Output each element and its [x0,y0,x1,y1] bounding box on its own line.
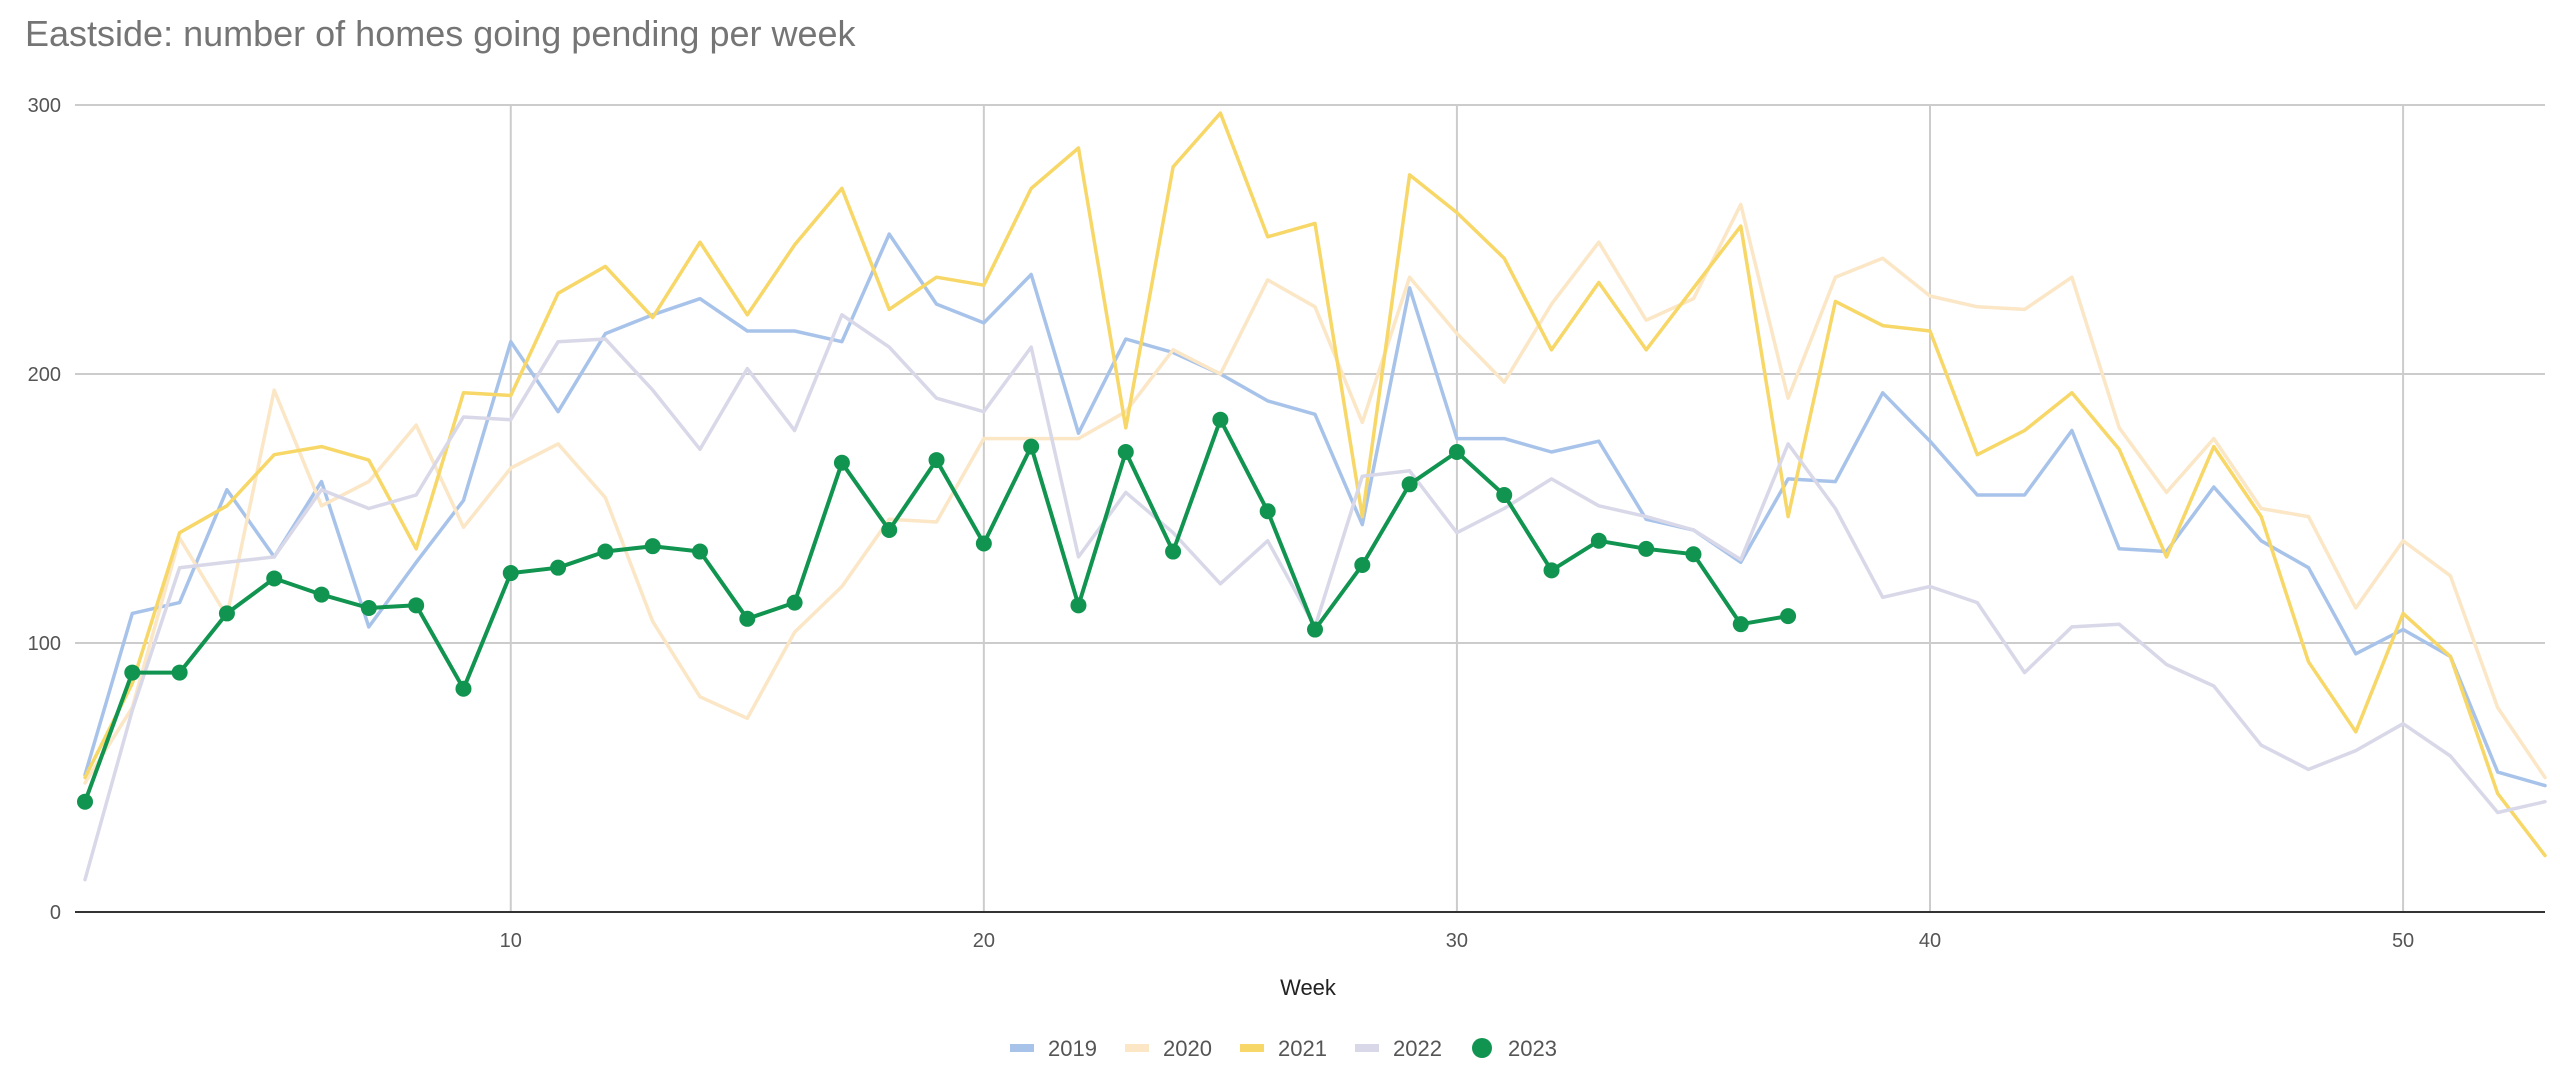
data-point-2023 [1401,476,1418,493]
data-point-2023 [786,594,803,611]
legend-item-2022: 2022 [1355,1036,1442,1061]
data-point-2023 [928,452,945,469]
data-point-2023 [644,538,661,555]
legend-label: 2020 [1163,1036,1212,1061]
data-point-2023 [692,543,708,560]
data-point-2023 [1780,608,1797,625]
series-line-2022 [83,313,2547,882]
data-point-2023 [408,597,425,614]
data-point-2023 [1307,621,1323,638]
y-tick-label: 0 [50,902,61,924]
series-line-2020 [83,202,2547,785]
x-tick-label: 30 [1446,930,1468,952]
data-point-2023 [313,586,330,603]
data-point-2023 [1496,487,1513,504]
legend-swatch [1355,1044,1379,1052]
y-tick-label: 100 [28,633,61,655]
x-tick-label: 20 [973,930,995,952]
data-point-2023 [502,565,519,582]
data-point-2023 [1590,532,1607,549]
data-point-2023 [171,664,188,681]
legend-swatch [1240,1044,1264,1052]
data-point-2023 [77,793,93,810]
data-point-2023 [833,454,850,471]
data-point-2023 [1685,546,1702,563]
data-point-2023 [1259,503,1276,520]
y-axis-ticks: 0 100 200 300 [28,95,61,924]
data-point-2023 [1732,616,1749,633]
data-point-2023 [1448,444,1465,461]
x-gridlines [509,105,2405,912]
legend-label: 2023 [1508,1036,1557,1061]
legend-label: 2022 [1393,1036,1442,1061]
series-2021 [83,111,2547,858]
legend-item-2020: 2020 [1125,1036,1212,1061]
legend-swatch [1125,1044,1149,1052]
x-axis-label: Week [1280,975,1337,1000]
legend: 2019 2020 2021 2022 2023 [1010,1036,1557,1061]
data-point-2023 [1070,597,1087,614]
x-axis-ticks: 10 20 30 40 50 [500,930,2415,952]
chart-title: Eastside: number of homes going pending … [25,13,857,54]
y-tick-label: 300 [28,95,61,117]
x-tick-label: 10 [500,930,522,952]
series-line-2023 [83,417,1791,804]
data-point-2023 [455,680,472,697]
data-point-2023 [975,535,992,552]
data-point-2023 [266,570,283,587]
series-2020 [83,202,2547,785]
y-tick-label: 200 [28,364,61,386]
data-point-2023 [1638,540,1655,557]
legend-item-2023: 2023 [1472,1036,1557,1061]
legend-item-2019: 2019 [1010,1036,1097,1061]
data-point-2023 [1117,444,1134,461]
series-2022 [83,313,2547,882]
legend-swatch [1010,1044,1034,1052]
data-point-2023 [597,543,614,560]
legend-swatch [1472,1038,1492,1058]
data-point-2023 [218,605,235,622]
legend-label: 2021 [1278,1036,1327,1061]
data-point-2023 [1165,543,1182,560]
series-line-2021 [83,111,2547,858]
data-point-2023 [1543,562,1560,579]
x-tick-label: 40 [1919,930,1941,952]
data-point-2023 [1354,556,1371,573]
data-point-2023 [881,522,898,539]
data-point-2023 [550,559,567,576]
data-point-2023 [739,610,756,627]
data-point-2023 [1212,411,1229,428]
data-point-2023 [1023,438,1040,455]
data-point-2023 [124,664,141,681]
x-tick-label: 50 [2392,930,2414,952]
legend-label: 2019 [1048,1036,1097,1061]
series-layer [77,111,2547,882]
data-point-2023 [360,600,377,617]
legend-item-2021: 2021 [1240,1036,1327,1061]
y-gridlines [75,104,2545,644]
series-2023 [77,411,1797,810]
